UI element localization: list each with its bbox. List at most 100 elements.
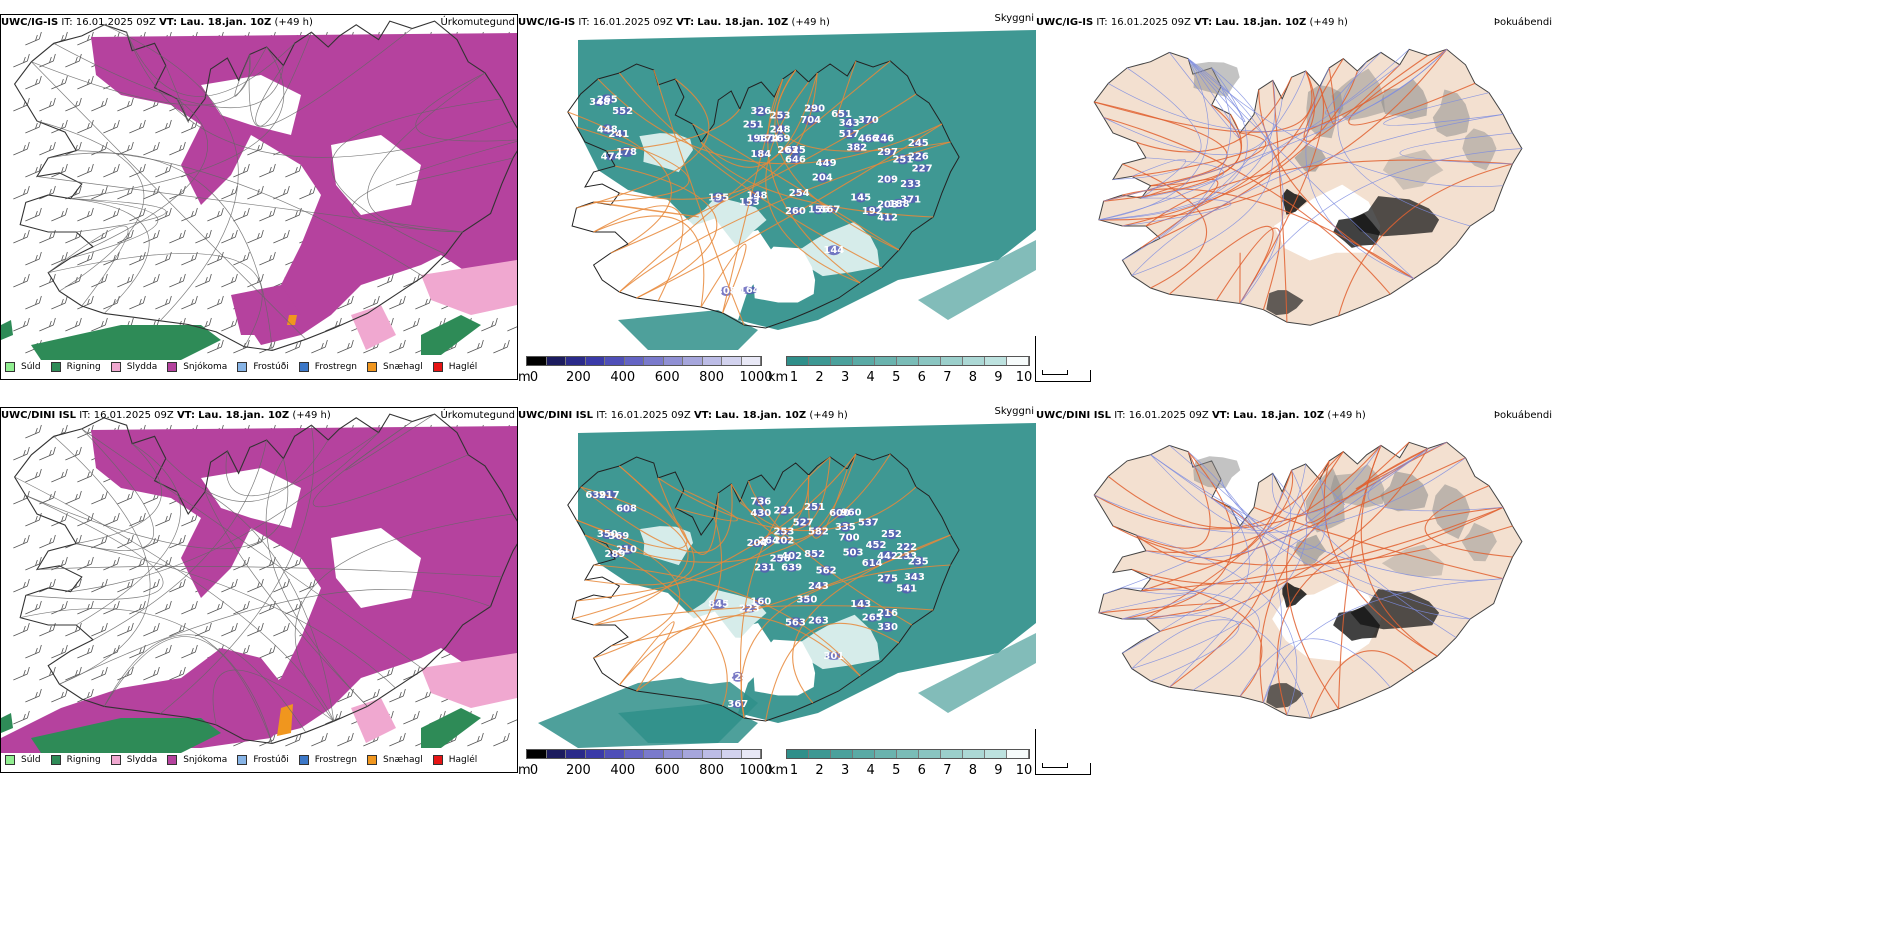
colorbar-tick: 10: [1015, 763, 1033, 778]
legend-label: Rigning: [66, 755, 101, 765]
peak-elevation-label: 188: [889, 199, 910, 210]
peak-elevation-label: 169: [770, 133, 791, 144]
legend-item: Súld: [5, 362, 41, 372]
peak-elevation-label: 326: [750, 106, 771, 117]
peak-elevation-label: 704: [800, 115, 821, 126]
peak-elevation-label: 552: [612, 106, 633, 117]
peak-elevation-label: 563: [785, 617, 806, 628]
panel-title: Skyggni: [994, 13, 1034, 24]
colorbar-strip: [786, 356, 1030, 366]
panel-title: Þokuábendi: [1493, 410, 1552, 421]
peak-elevation-label: 370: [858, 115, 879, 126]
peak-elevation-label: 144: [823, 245, 844, 256]
peak-elevation-label: 164: [739, 285, 760, 296]
peak-elevation-label: 233: [896, 551, 917, 562]
peak-elevation-label: 290: [804, 103, 825, 114]
colorbar-tick: 2: [815, 763, 824, 778]
peak-elevation-label: 263: [808, 616, 829, 627]
peak-elevation-label: 254: [789, 188, 810, 199]
legend-item: Rigning: [50, 755, 101, 765]
legend-item: Haglél: [432, 362, 477, 372]
colorbar-tick: 7: [943, 370, 952, 385]
peak-elevation-label: 343: [839, 118, 860, 129]
valid-time: Lau. 18.jan. 10Z: [715, 410, 807, 421]
legend-swatch: [110, 362, 121, 372]
peak-elevation-label: 537: [858, 517, 879, 528]
legend-swatch: [298, 362, 309, 372]
colorbar-tick: 600: [654, 763, 680, 778]
valid-label: VT:: [159, 17, 178, 28]
peak-elevation-label: 430: [750, 508, 771, 519]
fog-map-row2: [1036, 423, 1556, 763]
legend-label: Súld: [21, 755, 41, 765]
colorbar-tick: 800: [699, 370, 725, 385]
issue-label: IT:: [578, 17, 590, 28]
model-name: UWC/DINI ISL: [1036, 410, 1112, 421]
peak-elevation-label: 736: [750, 496, 771, 507]
peak-elevation-label: 143: [850, 599, 871, 610]
peak-elevation-label: 153: [739, 197, 760, 208]
peak-elevation-label: 145: [850, 193, 871, 204]
legend-item: Rigning: [50, 362, 101, 372]
peak-elevation-label: 330: [877, 622, 898, 633]
peak-elevation-label: 198: [747, 133, 768, 144]
peak-elevation-label: 248: [770, 124, 791, 135]
peak-elevation-label: 221: [773, 506, 794, 517]
legend-item: Snæhagl: [367, 362, 423, 372]
colorbar-tick: 2: [815, 370, 824, 385]
peak-elevation-label: 382: [846, 143, 867, 154]
peak-elevation-label: 204: [747, 538, 768, 549]
legend-label: Frostúði: [253, 755, 289, 765]
issue-label: IT:: [596, 410, 608, 421]
colorbar-tick: 400: [610, 370, 636, 385]
peak-elevation-label: 251: [743, 120, 764, 131]
colorbar-tick: 1: [789, 370, 799, 385]
peak-elevation-label: 265: [862, 613, 883, 624]
peak-elevation-label: 600: [829, 508, 850, 519]
legend-item: Snjókoma: [167, 755, 227, 765]
peak-elevation-label: 335: [835, 522, 856, 533]
colorbar-tick: 800: [699, 763, 725, 778]
colorbar-tick: 9: [994, 370, 1003, 385]
peak-elevation-label: 209: [877, 174, 898, 185]
colorbar-tick: 0: [529, 763, 539, 778]
issue-time: 16.01.2025 09Z: [75, 17, 156, 28]
peak-elevation-label: 204: [812, 173, 833, 184]
valid-label: VT:: [676, 17, 695, 28]
legend-label: Snjókoma: [183, 362, 228, 372]
precip-type-panel-row2: Súld Rigning Slydda Snjókoma Frostúði Frostre…: [0, 407, 518, 773]
legend-label: Snjókoma: [183, 755, 228, 765]
header-visibility-row2: UWC/DINI ISL IT: 16.01.2025 09Z VT: Lau.…: [518, 406, 1036, 424]
legend-swatch: [367, 755, 378, 765]
peak-elevation-label: 646: [785, 154, 806, 165]
peak-elevation-label: 308: [716, 286, 737, 297]
colorbar-tick: 4: [866, 763, 875, 778]
legend-swatch: [237, 362, 248, 372]
legend-swatch: [432, 362, 443, 372]
peak-elevation-label: 527: [793, 517, 814, 528]
peak-elevation-label: 216: [877, 608, 898, 619]
header-precip-row2: UWC/DINI ISL IT: 16.01.2025 09Z VT: Lau.…: [1, 408, 517, 424]
colorbar-tick: 200: [565, 370, 591, 385]
legend-swatch: [110, 755, 121, 765]
peak-elevation-label: 195: [708, 193, 729, 204]
peak-elevation-label: 297: [877, 147, 898, 158]
valid-time: Lau. 18.jan. 10Z: [180, 17, 272, 28]
header-visibility-row1: UWC/IG-IS IT: 16.01.2025 09Z VT: Lau. 18…: [518, 13, 1036, 31]
precip-map-row1: [1, 15, 517, 379]
peak-elevation-label: 289: [604, 549, 625, 560]
peak-elevation-label: 275: [877, 574, 898, 585]
peak-elevation-label: 625: [785, 145, 806, 156]
peak-elevation-label: 582: [808, 526, 829, 537]
legend-item: Frostregn: [298, 362, 357, 372]
colorbar-tick: 1000: [739, 763, 773, 778]
peak-elevation-label: 253: [773, 526, 794, 537]
peak-elevation-label: 210: [616, 545, 637, 556]
issue-label: IT:: [79, 410, 91, 421]
peak-elevation-label: 562: [816, 566, 837, 577]
model-name: UWC/DINI ISL: [518, 410, 594, 421]
colorbar-unit: m: [518, 370, 531, 385]
legend-label: Slydda: [126, 362, 158, 372]
